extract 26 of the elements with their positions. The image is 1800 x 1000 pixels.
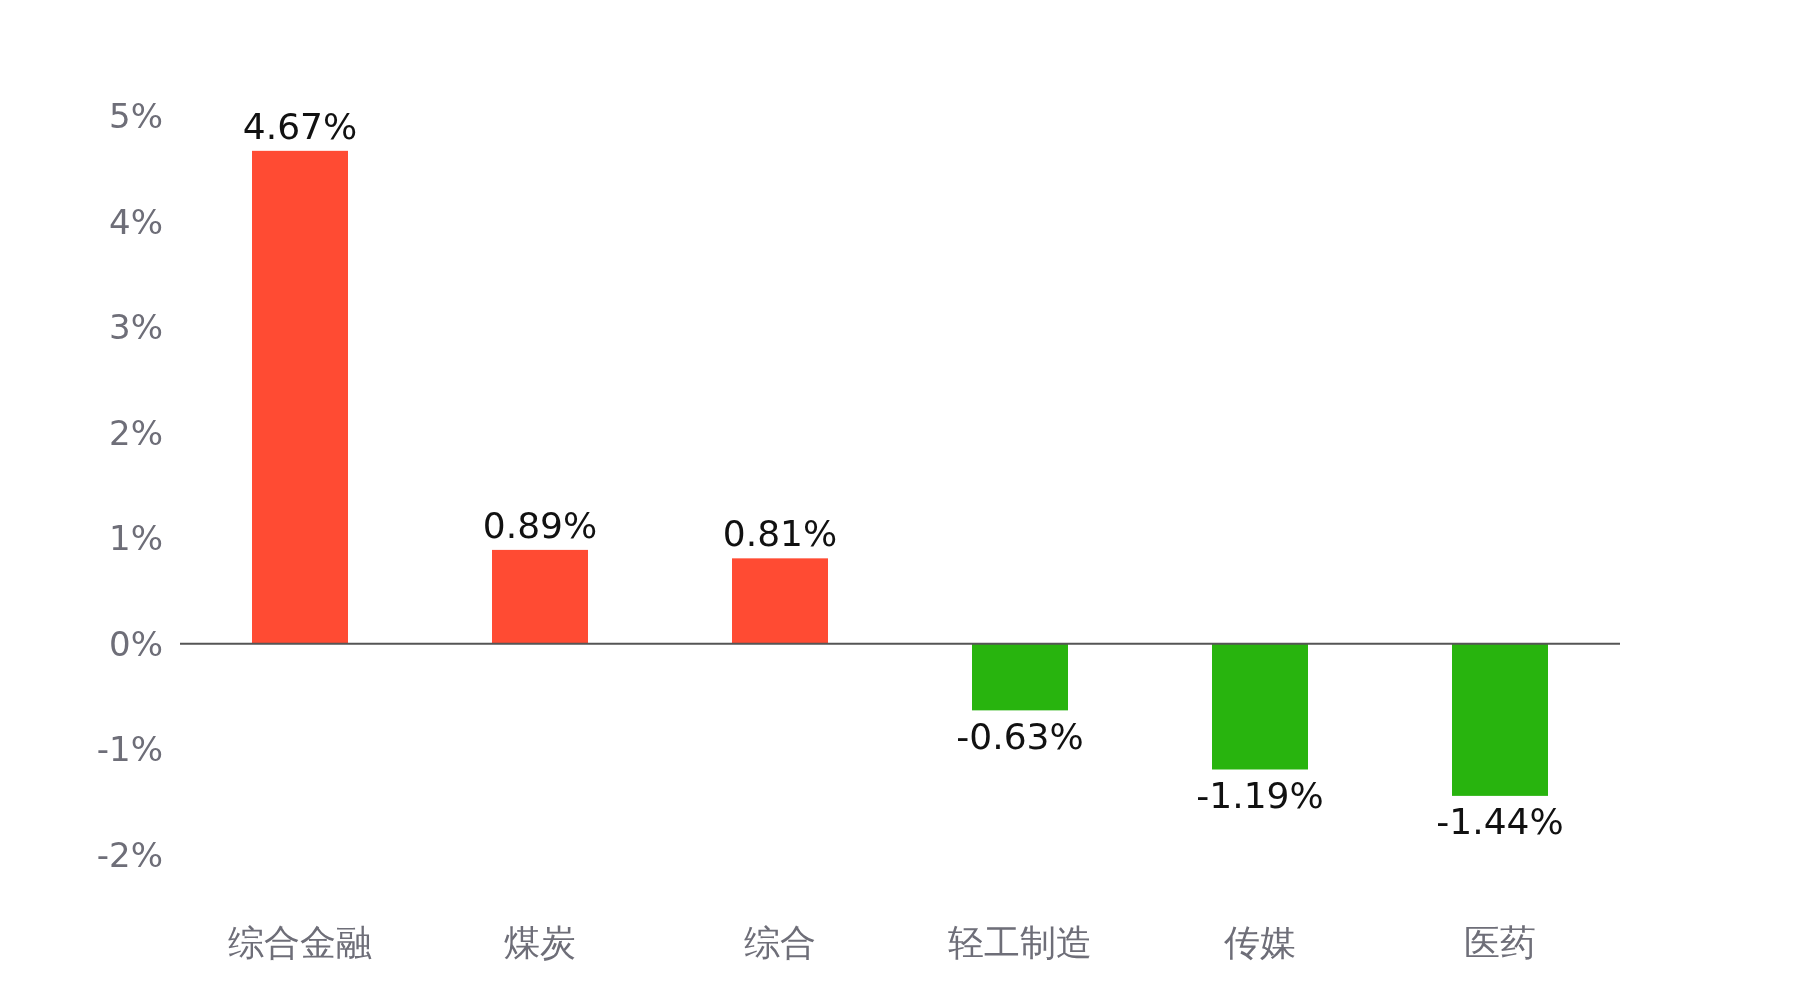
y-tick-label: -2%: [96, 835, 163, 875]
bar: [972, 643, 1068, 711]
data-label: 0.81%: [722, 513, 838, 555]
x-tick-label: 传媒: [1224, 922, 1296, 963]
data-label: 0.89%: [482, 504, 598, 546]
x-tick-label: 综合: [744, 922, 816, 963]
x-tick-label: 医药: [1464, 922, 1536, 963]
bar: [1452, 643, 1548, 796]
y-tick-label: 4%: [109, 201, 163, 242]
y-tick-label: -1%: [96, 729, 163, 770]
data-label: -1.44%: [1436, 801, 1564, 843]
y-tick-label: 2%: [109, 412, 163, 453]
y-tick-label: 0%: [109, 623, 163, 664]
x-tick-label: 轻工制造: [948, 922, 1092, 963]
x-tick-label: 煤炭: [504, 922, 576, 963]
bar: [492, 549, 588, 644]
y-tick-label: 5%: [109, 96, 163, 136]
bar: [732, 558, 828, 644]
y-tick-label: 1%: [109, 518, 163, 559]
data-label: 4.67%: [242, 105, 358, 147]
bar: [252, 150, 348, 644]
data-label: -0.63%: [956, 715, 1084, 757]
data-label: -1.19%: [1196, 774, 1324, 816]
x-tick-label: 综合金融: [228, 922, 372, 963]
y-tick-label: 3%: [109, 307, 163, 348]
bar: [1212, 643, 1308, 770]
